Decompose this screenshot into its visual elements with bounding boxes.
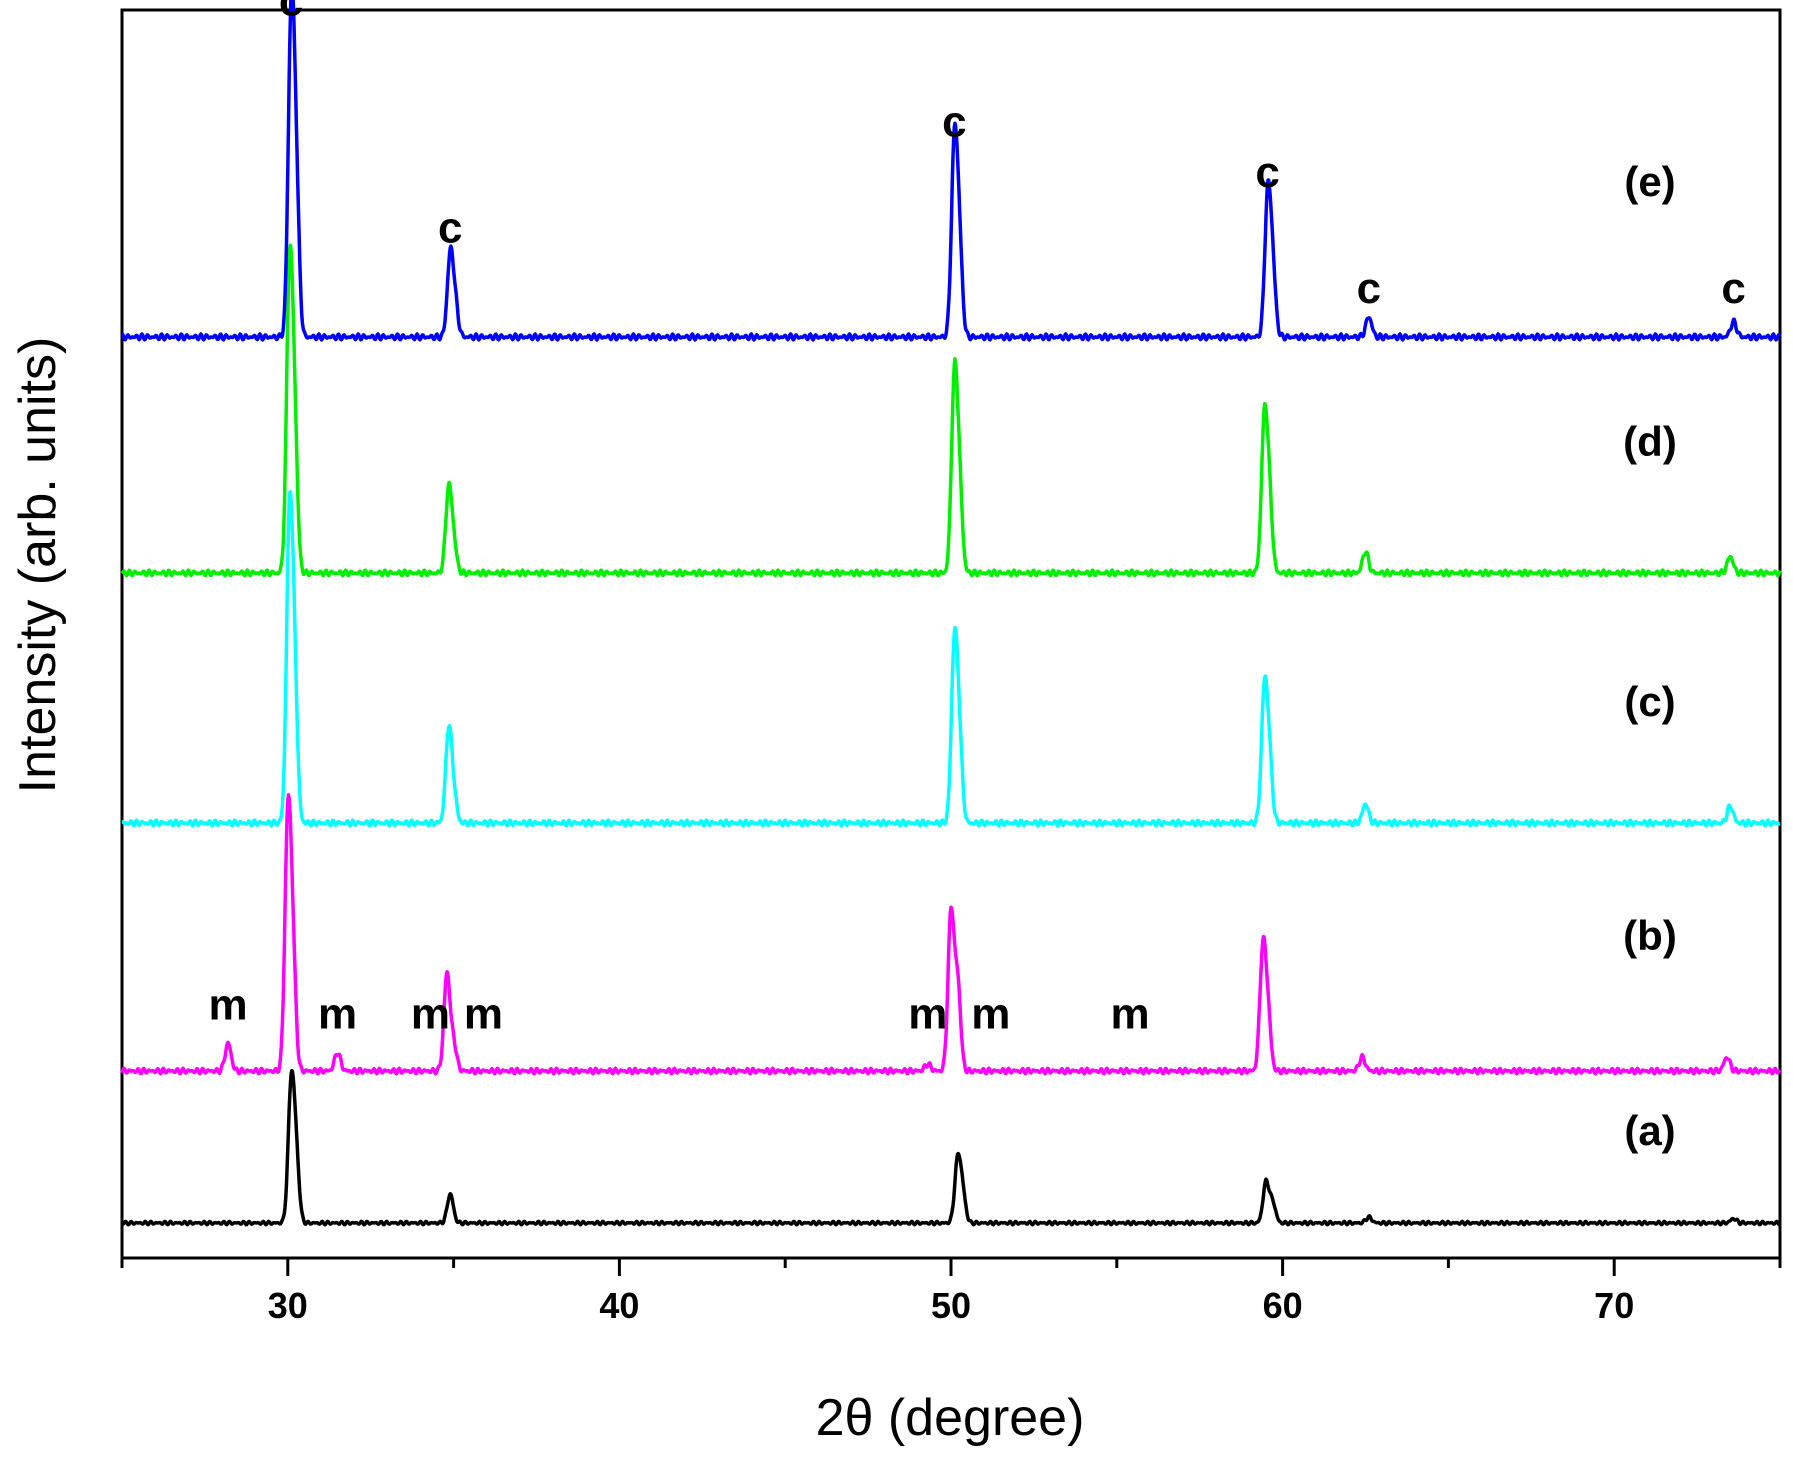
x-tick-label: 30 (268, 1285, 308, 1326)
x-tick-label: 50 (931, 1285, 971, 1326)
series-label: (b) (1623, 912, 1677, 959)
x-axis-title: 2θ (degree) (816, 1389, 1085, 1447)
peak-annotation: c (1255, 148, 1279, 197)
series-line-5 (120, 0, 1782, 342)
peak-annotation: c (279, 0, 303, 26)
peak-annotation: c (1721, 264, 1745, 313)
x-tick-label: 70 (1594, 1285, 1634, 1326)
series-line-2 (120, 793, 1782, 1076)
axes: 30 40 50 60 70 (120, 8, 1782, 1326)
peak-annotation: m (411, 990, 450, 1039)
series-label: (c) (1624, 678, 1675, 725)
peak-annotation: m (464, 990, 503, 1039)
peak-annotation: c (1357, 264, 1381, 313)
peak-annotation: m (971, 990, 1010, 1039)
series-label: (e) (1624, 158, 1675, 205)
peak-annotation: m (209, 980, 248, 1029)
series-line-1 (120, 1068, 1782, 1227)
x-tick-label: 60 (1263, 1285, 1303, 1326)
series-line-3 (120, 490, 1782, 828)
series-layer: (a) (b) (c) (d) (e) (120, 0, 1782, 1227)
peak-annotation: c (942, 98, 966, 147)
peak-annotation: m (908, 990, 947, 1039)
series-label: (d) (1623, 418, 1677, 465)
peak-annotation: m (318, 990, 357, 1039)
series-label: (a) (1624, 1107, 1675, 1154)
y-axis-title: Intensity (arb. units) (9, 337, 67, 794)
x-tick-label: 40 (599, 1285, 639, 1326)
peak-annotation: c (438, 203, 462, 252)
series-line-4 (120, 243, 1782, 578)
peak-annotation: m (1111, 990, 1150, 1039)
